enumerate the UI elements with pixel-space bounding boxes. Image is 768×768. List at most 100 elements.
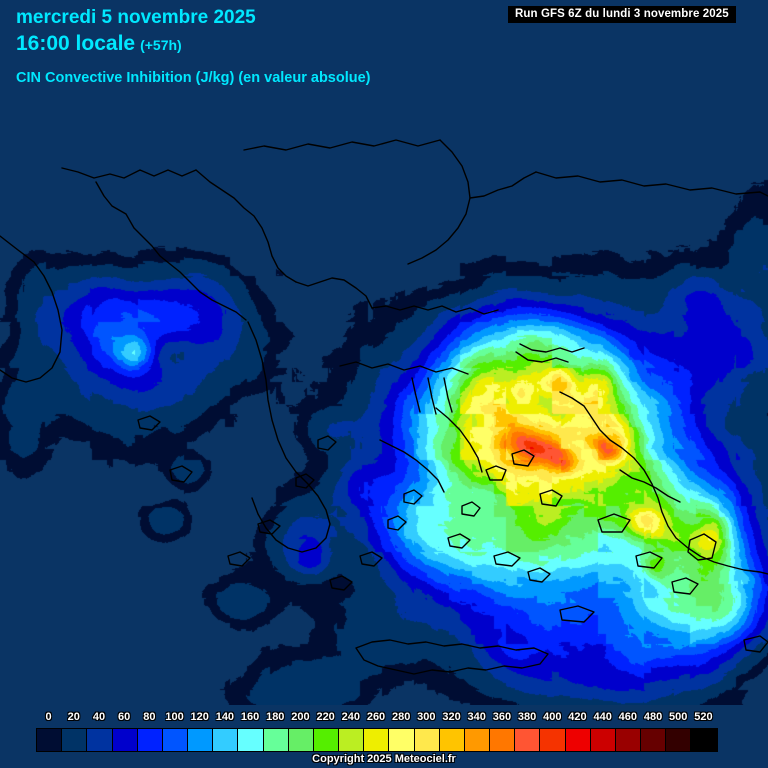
legend-cell[interactable] [414,729,440,751]
coastline-overlay [0,139,768,675]
legend-label: 0 [45,711,52,723]
legend-cell[interactable] [62,729,88,751]
coastline-path [743,635,768,653]
legend-label: 20 [67,711,80,723]
weather-map[interactable] [0,0,768,705]
legend-label: 420 [568,711,587,723]
legend-label: 260 [366,711,386,723]
legend-cell[interactable] [515,729,541,751]
legend-cell[interactable] [288,729,314,751]
legend-label: 500 [669,711,688,723]
legend-cell[interactable] [439,729,465,751]
coastline-path [597,513,631,533]
legend-label: 40 [92,711,106,723]
legend-label: 320 [442,711,461,723]
legend-cell[interactable] [188,729,214,751]
legend-label: 100 [165,711,184,723]
coastline-path [257,519,281,535]
color-scale-legend[interactable]: 0 20 40 60 80 100 120 140 160 180 200 220 240 260 280 3… [0,705,768,768]
coastline-path [169,465,193,483]
coastline-path [61,167,197,179]
coastline-path [411,377,453,415]
cin-field-raster [0,0,768,705]
coastline-path [339,361,469,375]
legend-cell[interactable] [691,729,717,751]
legend-label: 480 [643,711,663,723]
coastline-path [435,407,483,473]
legend-label: 400 [543,711,562,723]
legend-cell[interactable] [339,729,365,751]
legend-label: 440 [593,711,612,723]
legend-label: 280 [391,711,411,723]
coastline-path [469,171,537,199]
legend-label: 80 [143,711,156,723]
coastline-path [0,235,63,383]
legend-cell[interactable] [364,729,390,751]
coastline-path [243,139,441,151]
legend-cell[interactable] [666,729,692,751]
legend-cell[interactable] [641,729,667,751]
coastline-path [329,575,353,591]
coastline-path [137,415,161,431]
coastline-path [519,343,585,353]
coastline-path [387,515,407,531]
coastline-path [485,465,507,481]
coastline-path [295,277,373,309]
coastline-path [559,391,768,575]
legend-cell[interactable] [162,729,189,751]
legend-cell[interactable] [37,729,63,751]
legend-label: 360 [492,711,512,723]
coastline-path [515,351,569,363]
coastline-path [447,533,471,549]
coastline-path [371,305,499,315]
legend-cell[interactable] [490,729,516,751]
legend-label: 380 [517,711,537,723]
coastline-path [671,577,699,595]
legend-label: 460 [618,711,638,723]
legend-label: 140 [215,711,235,723]
coastline-path [619,469,681,503]
legend-label: 200 [291,711,310,723]
legend-cell[interactable] [137,729,163,751]
coastline-path [687,533,717,561]
coastline-path [95,181,247,321]
coastline-path [359,551,383,567]
legend-cell[interactable] [464,729,491,751]
coastline-path [407,139,471,265]
legend-cell[interactable] [87,729,113,751]
legend-cell[interactable] [112,729,138,751]
coastline-path [295,473,315,489]
legend-label: 60 [118,711,131,723]
coastline-path [227,551,251,567]
legend-label: 300 [417,711,436,723]
coastline-path [635,551,663,569]
coastline-path [511,449,535,467]
legend-cell[interactable] [213,729,239,751]
legend-color-bar[interactable] [36,728,718,752]
legend-cell[interactable] [540,729,566,751]
legend-cell[interactable] [389,729,415,751]
coastline-path [535,171,768,197]
coastline-path [317,435,337,451]
coastline-path [493,551,521,567]
coastline-path [559,605,595,623]
legend-cell[interactable] [263,729,289,751]
coastline-path [379,439,445,493]
legend-cell[interactable] [565,729,591,751]
legend-cell[interactable] [238,729,264,751]
legend-label: 160 [240,711,260,723]
legend-label: 120 [190,711,209,723]
model-run-banner: Run GFS 6Z du lundi 3 novembre 2025 [508,6,736,23]
legend-label: 240 [341,711,360,723]
legend-label: 220 [316,711,335,723]
coastline-path [461,501,481,517]
legend-cell[interactable] [313,729,340,751]
coastline-path [195,169,297,283]
copyright-notice: Copyright 2025 Meteociel.fr [312,753,456,765]
legend-cell[interactable] [590,729,616,751]
legend-tick-labels: 0 20 40 60 80 100 120 140 160 180 200 220 240 260 280 3… [36,711,732,726]
legend-label: 180 [266,711,285,723]
legend-cell[interactable] [615,729,642,751]
coastline-path [539,489,563,507]
